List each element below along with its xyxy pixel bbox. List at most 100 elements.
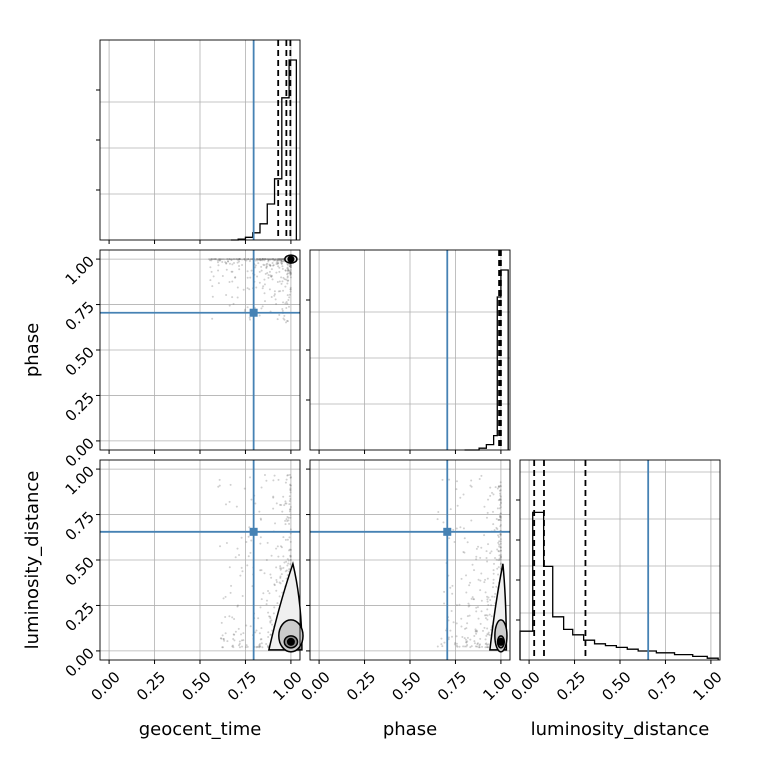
- sample-point: [241, 570, 244, 573]
- sample-point: [498, 550, 501, 553]
- sample-point: [280, 276, 283, 279]
- x-tick-label: 0.25: [133, 668, 169, 704]
- sample-point: [275, 261, 278, 264]
- sample-point: [462, 493, 465, 496]
- sample-point: [231, 263, 234, 266]
- sample-point: [286, 267, 289, 270]
- sample-point: [286, 320, 289, 323]
- sample-point: [220, 621, 223, 624]
- sample-point: [277, 258, 280, 261]
- sample-point: [279, 575, 282, 578]
- sample-point: [289, 273, 292, 276]
- sample-point: [228, 304, 231, 307]
- sample-point: [274, 298, 277, 301]
- sample-point: [280, 259, 283, 262]
- sample-point: [451, 635, 454, 638]
- sample-point: [498, 485, 501, 488]
- sample-point: [220, 637, 223, 640]
- sample-point: [480, 474, 483, 477]
- sample-point: [247, 535, 250, 538]
- sample-point: [492, 572, 495, 575]
- sample-point: [499, 485, 502, 488]
- sample-point: [498, 543, 501, 546]
- sample-point: [455, 644, 458, 647]
- sample-point: [279, 568, 282, 571]
- sample-point: [272, 496, 275, 499]
- sample-point: [487, 643, 490, 646]
- sample-point: [497, 566, 500, 569]
- sample-point: [214, 258, 217, 261]
- sample-point: [282, 566, 285, 569]
- sample-point: [230, 258, 233, 261]
- sample-point: [266, 271, 269, 274]
- sample-point: [224, 615, 227, 618]
- sample-point: [243, 258, 246, 261]
- sample-point: [247, 258, 250, 261]
- sample-point: [499, 504, 502, 507]
- sample-point: [285, 569, 288, 572]
- sample-point: [286, 538, 289, 541]
- sample-point: [278, 258, 281, 261]
- sample-point: [486, 577, 489, 580]
- sample-point: [281, 280, 284, 283]
- sample-point: [497, 518, 500, 521]
- sample-point: [285, 301, 288, 304]
- sample-point: [211, 285, 214, 288]
- sample-point: [280, 261, 283, 264]
- sample-point: [220, 258, 223, 261]
- x-axis-label-geocent_time: geocent_time: [139, 719, 262, 740]
- sample-point: [464, 638, 467, 641]
- sample-point: [273, 259, 276, 262]
- axes-frame: [309, 459, 511, 661]
- sample-point: [281, 267, 284, 270]
- sample-point: [272, 259, 275, 262]
- axes-frame: [519, 459, 721, 661]
- sample-point: [226, 258, 229, 261]
- sample-point: [247, 258, 250, 261]
- sample-point: [283, 504, 286, 507]
- sample-point: [455, 480, 458, 483]
- sample-point: [234, 276, 237, 279]
- sample-point: [256, 259, 259, 262]
- sample-point: [498, 498, 501, 501]
- sample-point: [280, 258, 283, 261]
- sample-point: [499, 533, 502, 536]
- sample-point: [289, 271, 292, 274]
- sample-point: [456, 645, 459, 648]
- sample-point: [286, 282, 289, 285]
- sample-point: [496, 567, 499, 570]
- sample-point: [278, 280, 281, 283]
- sample-point: [289, 558, 292, 561]
- sample-point: [258, 258, 261, 261]
- sample-point: [254, 259, 257, 262]
- sample-point: [284, 523, 287, 526]
- sample-point: [475, 606, 478, 609]
- sample-point: [469, 646, 472, 649]
- sample-point: [272, 612, 275, 615]
- sample-point: [453, 643, 456, 646]
- sample-point: [496, 507, 499, 510]
- sample-point: [216, 261, 219, 264]
- sample-point: [276, 545, 279, 548]
- sample-point: [499, 495, 502, 498]
- sample-point: [256, 275, 259, 278]
- sample-point: [263, 258, 266, 261]
- sample-point: [467, 605, 470, 608]
- sample-point: [269, 264, 272, 267]
- sample-point: [237, 644, 240, 647]
- sample-point: [250, 498, 253, 501]
- sample-point: [267, 276, 270, 279]
- sample-point: [499, 542, 502, 545]
- sample-point: [212, 275, 215, 278]
- sample-point: [268, 615, 271, 618]
- sample-point: [235, 258, 238, 261]
- sample-point: [460, 617, 463, 620]
- sample-point: [286, 273, 289, 276]
- sample-point: [486, 646, 489, 649]
- sample-point: [250, 269, 253, 272]
- sample-point: [499, 546, 502, 549]
- sample-point: [484, 643, 487, 646]
- sample-point: [437, 510, 440, 513]
- sample-point: [263, 258, 266, 261]
- sample-point: [224, 261, 227, 264]
